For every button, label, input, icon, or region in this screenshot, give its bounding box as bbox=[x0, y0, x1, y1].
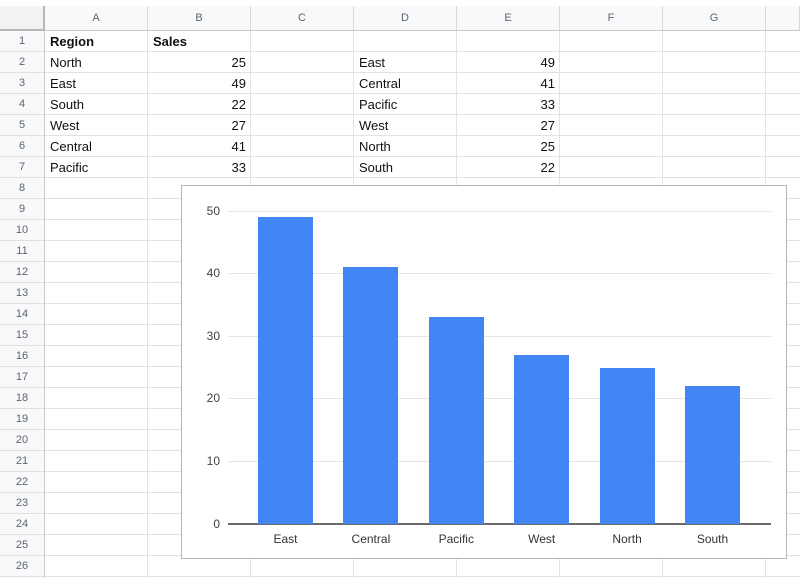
y-axis-label-50: 50 bbox=[206, 203, 220, 218]
column-header-G[interactable]: G bbox=[663, 6, 766, 30]
row-headers: 1 2 3 4 5 6 7 8 9 10 11 12 13 14 15 16 17 18 19 20 21 22 23 24 2… bbox=[0, 31, 45, 578]
chart-gridline-50 bbox=[228, 210, 771, 212]
bar-west[interactable] bbox=[514, 354, 570, 524]
row-header-24[interactable]: 24 bbox=[15, 518, 29, 530]
row-header-1[interactable]: 1 bbox=[18, 35, 26, 47]
y-axis-label-10: 10 bbox=[206, 453, 220, 468]
y-axis-label-40: 40 bbox=[206, 266, 220, 281]
cell-A2[interactable]: North bbox=[50, 55, 82, 70]
y-axis-label-0: 0 bbox=[213, 516, 220, 531]
row-header-2[interactable]: 2 bbox=[18, 56, 26, 68]
row-header-16[interactable]: 16 bbox=[15, 350, 29, 362]
cell-E2[interactable]: 49 bbox=[540, 55, 555, 70]
cell-E7[interactable]: 22 bbox=[540, 160, 555, 175]
bar-north[interactable] bbox=[599, 367, 655, 524]
cell-E4[interactable]: 33 bbox=[540, 97, 555, 112]
row-header-6[interactable]: 6 bbox=[18, 140, 26, 152]
row-header-11[interactable]: 11 bbox=[16, 245, 28, 257]
column-header-partial[interactable] bbox=[766, 6, 800, 30]
cell-E6[interactable]: 25 bbox=[540, 139, 555, 154]
row-header-12[interactable]: 12 bbox=[15, 266, 29, 278]
row-header-13[interactable]: 13 bbox=[15, 287, 29, 299]
cell-D4[interactable]: Pacific bbox=[359, 97, 398, 112]
x-axis-label-pacific: Pacific bbox=[438, 532, 474, 546]
cell-A7[interactable]: Pacific bbox=[50, 160, 89, 175]
column-header-B[interactable]: B bbox=[148, 6, 251, 30]
bar-pacific[interactable] bbox=[428, 317, 484, 524]
row-header-7[interactable]: 7 bbox=[18, 161, 26, 173]
column-header-A[interactable]: A bbox=[45, 6, 148, 30]
x-axis-label-south: South bbox=[696, 532, 729, 546]
row-header-19[interactable]: 19 bbox=[15, 413, 29, 425]
column-header-E[interactable]: E bbox=[457, 6, 560, 30]
embedded-bar-chart[interactable]: 0 10 20 30 40 50 East Central Pacific West North So… bbox=[181, 185, 787, 559]
cell-B2[interactable]: 25 bbox=[231, 55, 246, 70]
chart-gridline-20 bbox=[228, 398, 771, 400]
top-strip bbox=[0, 0, 800, 6]
row-header-23[interactable]: 23 bbox=[15, 497, 29, 509]
row-header-20[interactable]: 20 bbox=[15, 434, 29, 446]
row-header-10[interactable]: 10 bbox=[15, 224, 29, 236]
row-header-26[interactable]: 26 bbox=[15, 560, 29, 572]
bar-south[interactable] bbox=[685, 386, 740, 524]
cell-D2[interactable]: East bbox=[359, 55, 386, 70]
cell-B3[interactable]: 49 bbox=[231, 76, 246, 91]
cell-B1[interactable]: Sales bbox=[153, 34, 187, 49]
row-header-14[interactable]: 14 bbox=[15, 308, 29, 320]
row-header-25[interactable]: 25 bbox=[15, 539, 29, 551]
x-axis-label-north: North bbox=[612, 532, 642, 546]
cell-D3[interactable]: Central bbox=[359, 76, 401, 91]
x-axis-label-central: Central bbox=[351, 532, 391, 546]
chart-gridline-10 bbox=[228, 460, 771, 462]
chart-gridline-30 bbox=[228, 335, 771, 337]
row-header-17[interactable]: 17 bbox=[15, 371, 29, 383]
cell-E5[interactable]: 27 bbox=[540, 118, 555, 133]
bar-east[interactable] bbox=[258, 217, 313, 524]
row-header-22[interactable]: 22 bbox=[15, 476, 29, 488]
row-header-3[interactable]: 3 bbox=[18, 77, 26, 89]
row-header-8[interactable]: 8 bbox=[18, 182, 26, 194]
chart-plot-area bbox=[228, 186, 771, 560]
cell-B6[interactable]: 41 bbox=[231, 139, 246, 154]
row-header-18[interactable]: 18 bbox=[15, 392, 29, 404]
row-header-15[interactable]: 15 bbox=[15, 329, 29, 341]
row-header-21[interactable]: 21 bbox=[15, 455, 29, 467]
chart-gridline-40 bbox=[228, 273, 771, 275]
cell-E3[interactable]: 41 bbox=[540, 76, 555, 91]
column-header-D[interactable]: D bbox=[354, 6, 457, 30]
cell-D5[interactable]: West bbox=[359, 118, 389, 133]
column-header-F[interactable]: F bbox=[560, 6, 663, 30]
y-axis-label-20: 20 bbox=[206, 391, 220, 406]
cell-A3[interactable]: East bbox=[50, 76, 77, 91]
select-all-corner[interactable] bbox=[0, 6, 45, 31]
x-axis-label-east: East bbox=[273, 532, 298, 546]
cell-A1[interactable]: Region bbox=[50, 34, 95, 49]
chart-x-axis-line bbox=[228, 523, 771, 525]
row-header-9[interactable]: 9 bbox=[18, 203, 26, 215]
cell-B4[interactable]: 22 bbox=[231, 97, 246, 112]
y-axis-label-30: 30 bbox=[206, 328, 220, 343]
cell-A5[interactable]: West bbox=[50, 118, 80, 133]
cell-A6[interactable]: Central bbox=[50, 139, 92, 154]
x-axis-label-west: West bbox=[528, 532, 556, 546]
cell-A4[interactable]: South bbox=[50, 97, 84, 112]
bar-central[interactable] bbox=[343, 267, 399, 524]
cell-B5[interactable]: 27 bbox=[231, 118, 246, 133]
cell-D6[interactable]: North bbox=[359, 139, 391, 154]
cell-D7[interactable]: South bbox=[359, 160, 393, 175]
cell-B7[interactable]: 33 bbox=[231, 160, 246, 175]
row-header-4[interactable]: 4 bbox=[18, 98, 26, 110]
row-header-5[interactable]: 5 bbox=[18, 119, 26, 131]
column-header-C[interactable]: C bbox=[251, 6, 354, 30]
